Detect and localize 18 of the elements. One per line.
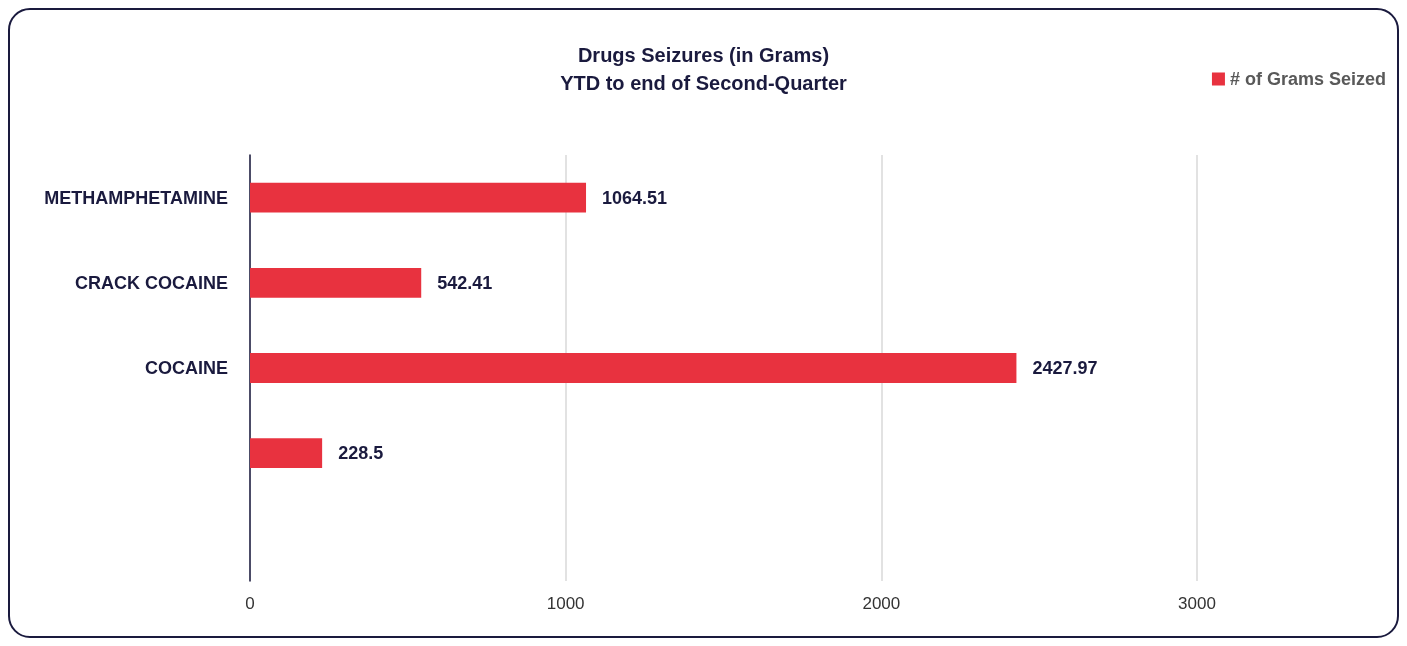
bar [250, 438, 323, 469]
y-tick-label: COCAINE [144, 358, 228, 378]
data-label: 2427.97 [1032, 358, 1098, 378]
chart-title: Drugs Seizures (in Grams) [577, 44, 830, 66]
x-tick-label: 2000 [862, 594, 901, 613]
bar [250, 353, 1017, 383]
x-tick-label: 1000 [546, 594, 585, 613]
y-tick-label: METHAMPHETAMINE [44, 187, 228, 208]
data-label: 1064.51 [602, 187, 668, 208]
data-label: 228.5 [338, 443, 384, 464]
data-label: 542.41 [437, 272, 493, 293]
legend-label: # of Grams Seized [1229, 69, 1386, 89]
x-tick-label: 3000 [1178, 594, 1216, 613]
y-tick-label: CRACK COCAINE [75, 272, 228, 293]
x-tick-label: 0 [245, 594, 255, 613]
chart-subtitle: YTD to end of Second-Quarter [560, 72, 848, 94]
bar [250, 267, 422, 298]
bar [250, 182, 587, 213]
